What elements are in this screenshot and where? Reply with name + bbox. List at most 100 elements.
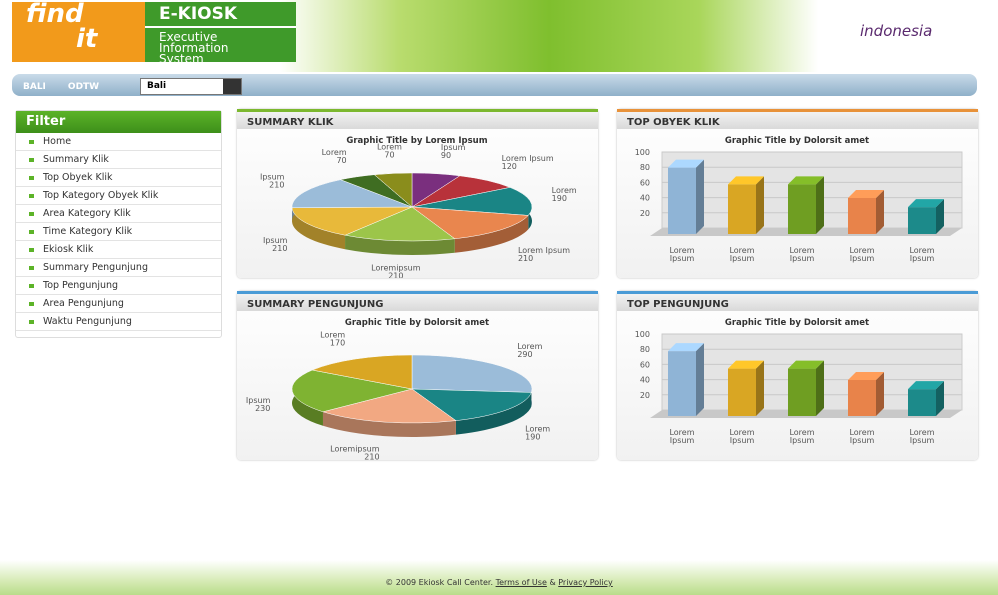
panel-title: TOP PENGUNJUNG <box>617 291 978 311</box>
bar <box>788 184 816 234</box>
filter-item[interactable]: Area Pengunjung <box>16 295 221 313</box>
pie-label: Lorem Ipsum <box>518 246 570 255</box>
bar-top <box>668 343 704 352</box>
pie-slice-side <box>322 411 456 437</box>
x-tick-label: Lorem Ipsum <box>789 246 815 263</box>
pie-label: Ipsum <box>260 172 285 181</box>
pie-label: Lorem Ipsum <box>502 154 554 163</box>
bar <box>848 380 876 416</box>
y-tick-label: 60 <box>640 360 650 369</box>
filter-title: Filter <box>16 111 221 133</box>
bar-top <box>848 372 884 380</box>
nav-item[interactable]: BALI <box>23 82 46 92</box>
pie-slice <box>311 354 413 390</box>
pie-value: 70 <box>336 156 346 165</box>
pie-slice-side <box>455 392 532 435</box>
pie-slice <box>411 388 532 421</box>
kiosk-box: E-KIOSK Executive Information System <box>145 2 296 65</box>
bar-top <box>788 176 824 185</box>
panel-body: Graphic Title by Dolorsit amet 20 40 60 80 10… <box>617 311 978 460</box>
filter: Filter Home Summary Klik Top Obyek Klik Top … <box>15 110 222 338</box>
bar-side <box>876 190 884 234</box>
panel-body: Graphic Title by Lorem Ipsum Ipsum 90 Lorem… <box>237 129 598 278</box>
pie-slice <box>411 187 533 216</box>
pie-label: Lorem <box>320 330 345 339</box>
bar-side <box>816 360 824 416</box>
pie-value: 90 <box>441 151 451 160</box>
panel: TOP PENGUNJUNG Graphic Title by Dolorsit … <box>617 291 978 460</box>
bar-side <box>936 381 944 416</box>
panel: TOP OBYEK KLIK Graphic Title by Dolorsit … <box>617 109 978 278</box>
pie-slice <box>411 206 529 240</box>
filter-item[interactable]: Home <box>16 133 221 151</box>
select[interactable]: Bali <box>140 78 242 95</box>
y-tick-label: 100 <box>635 148 650 157</box>
x-tick-label: Lorem Ipsum <box>849 246 875 263</box>
pie-label: Lorem <box>322 148 347 157</box>
pie-label: Ipsum <box>441 143 466 152</box>
pie-slice <box>291 179 413 209</box>
pie-value: 210 <box>269 180 284 189</box>
x-tick-label: Lorem Ipsum <box>669 428 695 445</box>
pie-label: Lorem <box>552 186 577 195</box>
footer <box>0 560 998 595</box>
bar-side <box>936 199 944 234</box>
pie-value: 290 <box>517 350 532 359</box>
filter-item[interactable]: Summary Klik <box>16 151 221 169</box>
y-tick-label: 80 <box>640 163 650 172</box>
filter-item[interactable]: Time Kategory Klik <box>16 223 221 241</box>
x-tick-label: Lorem Ipsum <box>729 428 755 445</box>
chart-title: Graphic Title by Dolorsit amet <box>345 318 489 328</box>
pie-value: 210 <box>518 254 533 263</box>
pie-slice <box>322 388 457 424</box>
bar-side <box>756 176 764 234</box>
chart: Graphic Title by Dolorsit ametLorem290Lo… <box>246 318 551 460</box>
link[interactable]: Terms of Use <box>495 578 547 587</box>
pie-value: 120 <box>502 162 517 171</box>
chart: Graphic Title by Dolorsit amet 20 40 60 80 10… <box>635 318 963 418</box>
bar <box>848 198 876 234</box>
bar <box>728 184 756 234</box>
link[interactable]: Privacy Policy <box>558 578 613 587</box>
bar <box>728 368 756 416</box>
nav-bar: BALI ODTW <box>12 74 977 96</box>
filter-item[interactable]: Top Pengunjung <box>16 277 221 295</box>
panel-title: SUMMARY PENGUNJUNG <box>237 291 598 311</box>
pie-value: 210 <box>364 453 379 460</box>
bar-side <box>696 343 704 416</box>
panel-body: Graphic Title by Dolorsit amet Lorem 290 Lo… <box>237 311 598 460</box>
chart: Graphic Title by Dolorsit amet 20 40 60 80 10… <box>635 136 963 236</box>
filter-item[interactable]: Top Kategory Obyek Klik <box>16 187 221 205</box>
pie-slice <box>291 206 413 236</box>
filter-item[interactable]: Waktu Pengunjung <box>16 313 221 331</box>
x-tick-label: Lorem Ipsum <box>849 428 875 445</box>
filter-item[interactable]: Ekiosk Klik <box>16 241 221 259</box>
x-tick-label: Lorem Ipsum <box>729 246 755 263</box>
filter-item[interactable]: Area Kategory Klik <box>16 205 221 223</box>
nav-item[interactable]: ODTW <box>67 82 100 92</box>
filter-item[interactable]: Top Obyek Klik <box>16 169 221 187</box>
kiosk-subtitle: Information <box>159 41 229 55</box>
y-tick-label: 40 <box>640 194 650 203</box>
logo-word: find <box>26 0 84 29</box>
copyright: © 2009 Ekiosk Call Center. <box>385 578 494 587</box>
pie-slice <box>373 172 413 208</box>
select-value: Bali <box>147 81 167 91</box>
pie-slice <box>291 369 413 413</box>
panel-body: Graphic Title by Dolorsit amet 20 40 60 80 10… <box>617 129 978 278</box>
y-tick-label: 80 <box>640 345 650 354</box>
filter-item[interactable]: Summary Pengunjung <box>16 259 221 277</box>
bar-side <box>816 176 824 234</box>
logo[interactable]: find it <box>12 0 145 62</box>
chart-title: Graphic Title by Dolorsit amet <box>725 136 869 146</box>
pie-slice-side <box>345 235 455 255</box>
y-tick-label: 60 <box>640 178 650 187</box>
chart-title: Graphic Title by Lorem Ipsum <box>346 136 487 146</box>
pie-value: 190 <box>525 433 540 442</box>
pie-value: 210 <box>272 244 287 253</box>
bar-side <box>756 360 764 416</box>
pie-label: Ipsum <box>246 396 271 405</box>
bar-top <box>668 159 704 168</box>
kiosk-subtitle: Executive <box>159 30 218 44</box>
footer-text: © 2009 Ekiosk Call Center. Terms of Use … <box>0 578 998 587</box>
